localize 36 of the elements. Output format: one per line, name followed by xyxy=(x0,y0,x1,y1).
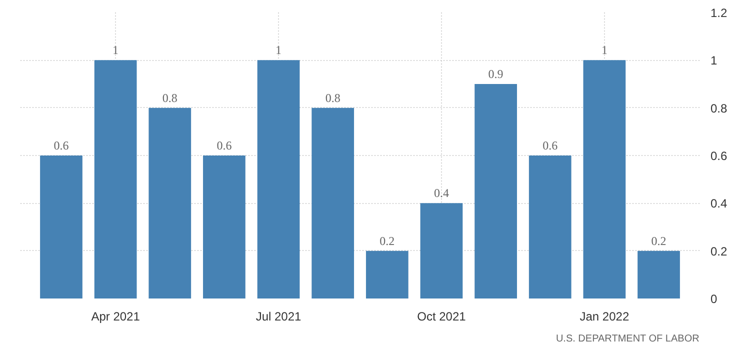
y-tick-label: 1 xyxy=(710,54,718,68)
data-label: 0.2 xyxy=(651,234,666,248)
data-label: 0.8 xyxy=(325,90,340,105)
bar xyxy=(94,60,137,298)
data-label: 1 xyxy=(276,43,282,58)
data-label: 0.9 xyxy=(488,67,504,81)
data-label: 0.6 xyxy=(216,138,232,152)
bar xyxy=(474,84,517,298)
y-tick-label: 1.2 xyxy=(710,6,728,20)
x-tick-label: Apr 2021 xyxy=(91,310,140,324)
bar xyxy=(638,250,680,298)
data-label: 0.2 xyxy=(380,234,395,248)
bar xyxy=(420,203,463,298)
bar xyxy=(583,60,626,298)
data-label: 0.8 xyxy=(162,90,178,105)
bar xyxy=(366,250,408,298)
data-label: 1 xyxy=(112,43,119,58)
data-label: 0.4 xyxy=(434,186,449,200)
x-tick-label: Jan 2022 xyxy=(580,310,630,324)
y-tick-label: 0.4 xyxy=(710,196,728,211)
text: U.S. DEPARTMENT OF LABOR xyxy=(556,334,700,344)
y-tick-label: 0 xyxy=(710,292,718,306)
x-tick-label: Oct 2021 xyxy=(417,310,466,324)
data-label: 0.6 xyxy=(542,138,558,152)
bar xyxy=(203,156,246,298)
y-tick-label: 0.6 xyxy=(710,149,728,163)
bar xyxy=(257,60,300,298)
bar xyxy=(148,108,192,298)
bar xyxy=(528,156,572,298)
data-label: 1 xyxy=(601,43,608,58)
y-tick-label: 0.2 xyxy=(710,244,728,258)
x-tick-label: Jul 2021 xyxy=(256,310,302,324)
bar xyxy=(40,156,82,298)
data-label: 0.6 xyxy=(54,138,69,152)
bar xyxy=(312,108,354,298)
y-tick-label: 0.8 xyxy=(710,101,728,116)
